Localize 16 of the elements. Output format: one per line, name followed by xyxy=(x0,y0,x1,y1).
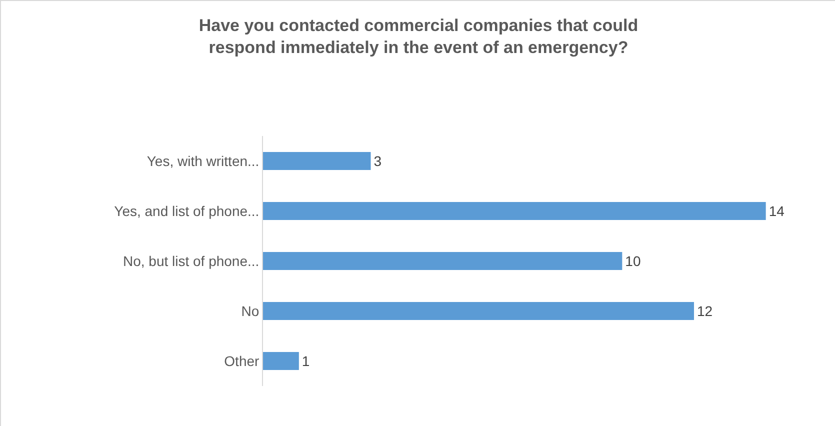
y-tick-label: Other xyxy=(224,352,260,369)
data-label: 12 xyxy=(697,303,713,319)
y-tick-label: Yes, with written... xyxy=(146,152,260,169)
y-tick-label: No, but list of phone... xyxy=(122,252,260,269)
bar xyxy=(263,302,694,320)
bar xyxy=(263,352,299,370)
data-label: 1 xyxy=(302,353,310,369)
y-tick-label: No xyxy=(241,302,260,319)
data-label: 10 xyxy=(625,253,641,269)
bar xyxy=(263,252,622,270)
bar xyxy=(263,152,371,170)
y-tick-label: Yes, and list of phone... xyxy=(114,202,260,219)
data-label: 14 xyxy=(768,203,785,219)
data-label: 3 xyxy=(374,153,382,169)
bar xyxy=(263,202,766,220)
chart-title: Have you contacted commercial companies that could respond immediately in the event of an emergency? xyxy=(198,16,638,57)
